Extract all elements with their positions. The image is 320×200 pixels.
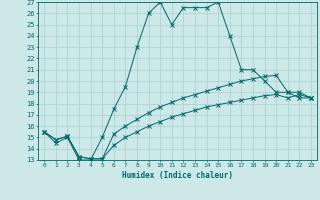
X-axis label: Humidex (Indice chaleur): Humidex (Indice chaleur) [122,171,233,180]
